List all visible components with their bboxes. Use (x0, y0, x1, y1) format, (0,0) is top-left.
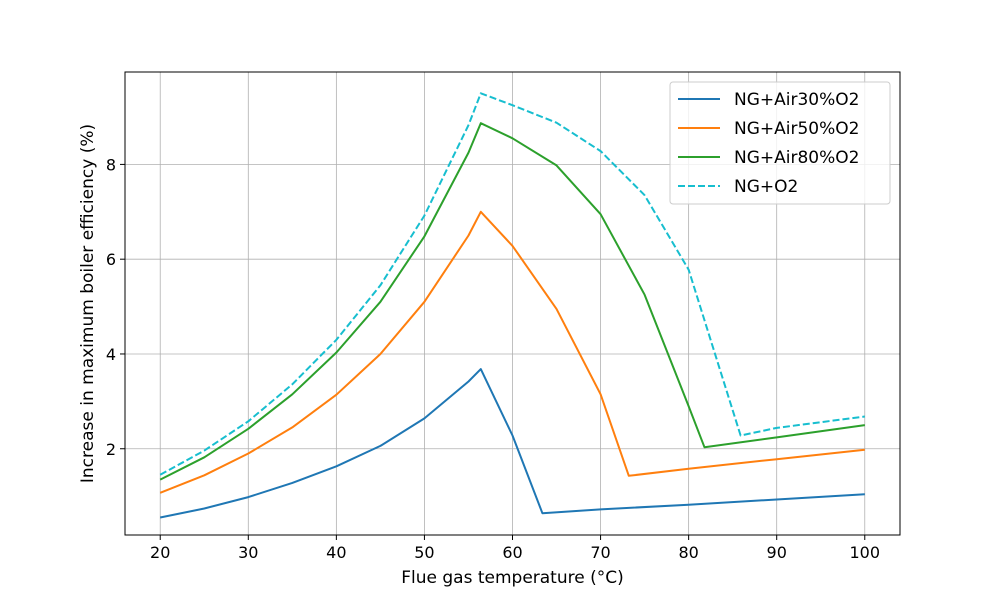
legend: NG+Air30%O2 NG+Air50%O2 NG+Air80%O2 NG+O2 (669, 81, 891, 205)
series-line-2 (159, 122, 865, 481)
legend-label: NG+Air30%O2 (734, 90, 859, 110)
axis-ticks: 20 30 40 50 60 70 80 90 100 2 4 6 8 (106, 155, 880, 562)
x-axis-label: Flue gas temperature (°C) (401, 568, 624, 588)
series-line-3 (159, 92, 865, 476)
x-tick-label: 100 (849, 543, 880, 562)
x-tick-label: 90 (767, 543, 787, 562)
plot-lines (159, 92, 865, 519)
x-tick-label: 30 (238, 543, 258, 562)
legend-box (669, 81, 891, 205)
legend-label: NG+Air80%O2 (734, 148, 859, 168)
x-tick-label: 70 (590, 543, 610, 562)
series-line-1 (159, 210, 865, 494)
series-line-0 (160, 368, 865, 519)
x-tick-label: 80 (678, 543, 698, 562)
x-tick-label: 50 (414, 543, 434, 562)
legend-label: NG+O2 (734, 177, 798, 197)
y-tick-label: 8 (106, 155, 116, 174)
x-tick-label: 20 (150, 543, 170, 562)
x-tick-label: 40 (326, 543, 346, 562)
y-tick-label: 2 (106, 440, 116, 459)
x-tick-label: 60 (502, 543, 522, 562)
y-tick-label: 6 (106, 250, 116, 269)
legend-label: NG+Air50%O2 (734, 119, 859, 139)
y-axis-label: Increase in maximum boiler efficiency (%… (78, 124, 98, 483)
y-tick-label: 4 (106, 345, 116, 364)
